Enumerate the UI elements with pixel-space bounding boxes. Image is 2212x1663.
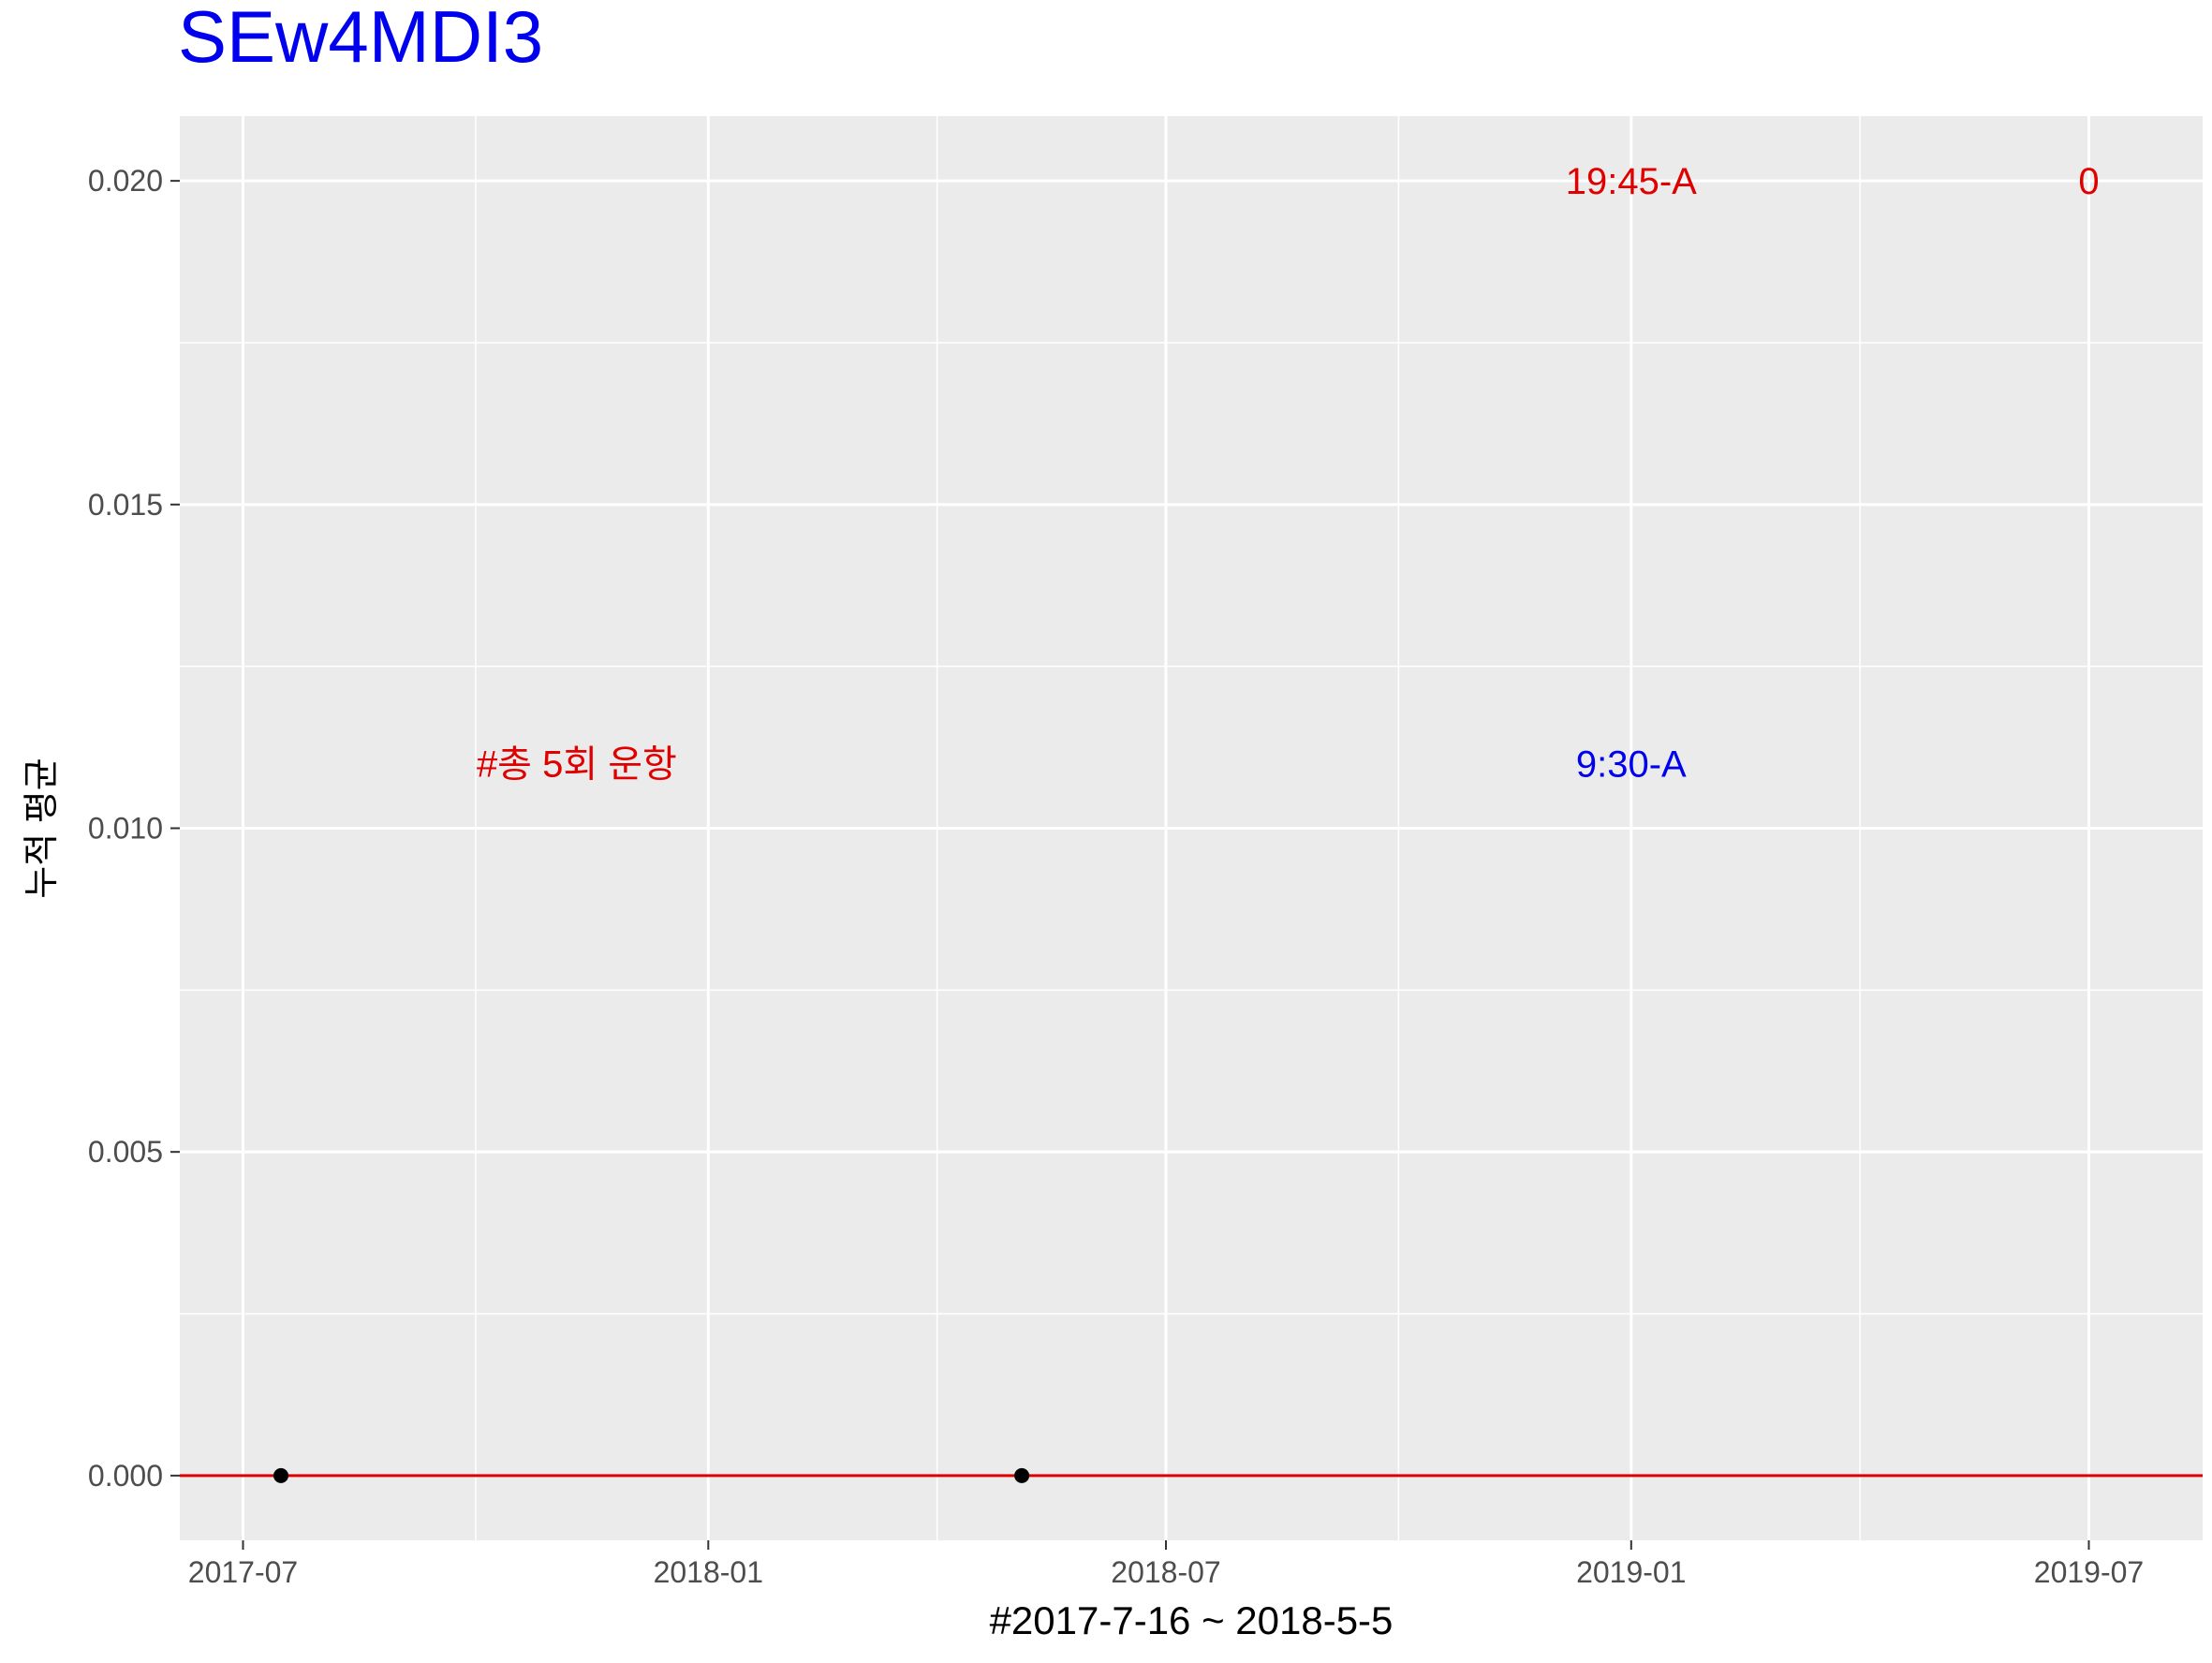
annotation-label: 9:30-A [1576,743,1687,785]
data-point [1014,1467,1030,1483]
annotation-label: 0 [2078,161,2099,202]
x-tick-label: 2017-07 [188,1555,298,1589]
annotation-label: 19:45-A [1566,161,1697,202]
x-tick-label: 2018-01 [654,1555,763,1589]
chart-title: SEw4MDI3 [178,0,544,78]
x-tick-label: 2019-07 [2034,1555,2144,1589]
x-tick-label: 2019-01 [1576,1555,1686,1589]
y-tick-label: 0.005 [88,1135,163,1169]
x-axis-title: #2017-7-16 ~ 2018-5-5 [990,1598,1394,1642]
y-tick-label: 0.000 [88,1459,163,1493]
data-point [273,1467,288,1483]
y-tick-label: 0.020 [88,164,163,198]
y-tick-label: 0.015 [88,488,163,522]
y-tick-label: 0.010 [88,812,163,846]
annotation-label: #총 5회 운항 [477,743,677,785]
x-tick-label: 2018-07 [1111,1555,1220,1589]
y-axis-title: 누적 평균 [22,758,62,898]
